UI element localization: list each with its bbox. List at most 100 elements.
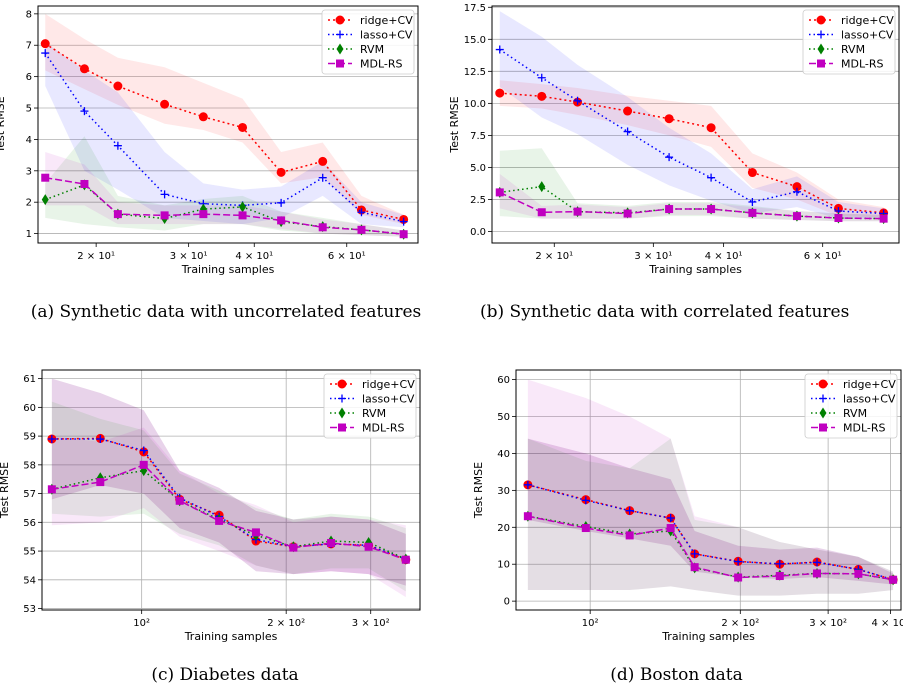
point-d-mdl-3 — [666, 524, 675, 533]
point-a-mdl-2 — [113, 210, 122, 219]
point-b-mdl-0 — [495, 188, 504, 197]
point-d-mdl-0 — [523, 512, 532, 521]
legend-marker-b-rvm — [817, 43, 825, 55]
xtick-label-a-0: 2 × 10¹ — [77, 251, 115, 262]
band-b-lasso — [499, 11, 884, 219]
legend-label-c-mdl: MDL-RS — [362, 422, 405, 435]
legend-marker-a-rvm — [336, 43, 344, 55]
point-b-lasso-1 — [537, 73, 546, 82]
ytick-label-a-5: 6 — [26, 72, 32, 83]
point-d-mdl-5 — [734, 573, 743, 582]
point-a-lasso-6 — [277, 198, 286, 207]
point-d-lasso-0 — [523, 480, 532, 489]
legend-label-a-rvm: RVM — [360, 43, 384, 56]
legend-marker-d-rvm — [819, 407, 827, 419]
ytick-label-c-6: 59 — [23, 432, 36, 443]
point-a-lasso-0 — [41, 49, 50, 58]
point-b-mdl-2 — [573, 207, 582, 216]
chart-panel-b: 0.0 2.5 5.0 7.5 10.0 12.5 15.0 17.5 2 × 10¹ 3 × 1… — [448, 0, 903, 340]
band-c-mdl — [51, 427, 406, 598]
point-a-lasso-9 — [399, 217, 408, 226]
point-b-ridge-3 — [623, 106, 633, 116]
line-c-mdl — [51, 463, 407, 561]
point-a-ridge-2 — [113, 81, 123, 91]
legend-label-d-lasso: lasso+CV — [843, 393, 896, 406]
caption-b: (b) Synthetic data with correlated featu… — [480, 302, 850, 322]
point-d-mdl-6 — [775, 572, 784, 581]
xtick-label-a-1: 3 × 10¹ — [170, 251, 208, 262]
point-b-ridge-0 — [495, 88, 505, 98]
ylabel-a: Test RMSE — [0, 96, 7, 153]
point-c-mdl-9 — [401, 555, 410, 564]
band-b-ridge — [499, 80, 884, 218]
legend-label-a-mdl: MDL-RS — [360, 58, 403, 71]
line-d-mdl — [527, 515, 894, 581]
point-b-lasso-6 — [748, 198, 757, 207]
legend-label-a-ridge: ridge+CV — [360, 14, 413, 27]
xtick-label-c-2: 3 × 10² — [352, 618, 390, 629]
ytick-label-c-7: 60 — [23, 403, 36, 414]
ytick-label-c-4: 57 — [23, 489, 36, 500]
chart-panel-c: 53 54 55 56 57 58 59 60 61 10² 2 × 10² 3 × 10² Train… — [0, 360, 450, 695]
point-b-lasso-7 — [792, 187, 801, 196]
legend-label-c-rvm: RVM — [362, 407, 386, 420]
ytick-label-c-3: 56 — [23, 518, 36, 529]
point-a-ridge-5 — [238, 122, 248, 132]
point-b-ridge-4 — [664, 114, 674, 124]
legend-label-d-mdl: MDL-RS — [843, 422, 886, 435]
point-b-lasso-3 — [623, 127, 632, 136]
xtick-label-b-3: 6 × 10¹ — [804, 251, 842, 262]
chart-b: 0.0 2.5 5.0 7.5 10.0 12.5 15.0 17.5 2 × 10¹ 3 × 1… — [448, 3, 900, 276]
caption-c: (c) Diabetes data — [151, 665, 299, 685]
band-d-ridge — [527, 438, 894, 585]
point-b-lasso-2 — [573, 96, 582, 105]
legend-marker-a-ridge — [335, 15, 345, 25]
axes-frame-b — [491, 5, 900, 244]
chart-d: 0 10 20 30 40 50 60 10² 2 × 10² 3 × 10² 4 × 10² Tra… — [472, 369, 903, 643]
line-b-ridge — [499, 92, 884, 214]
point-c-lasso-0 — [47, 434, 56, 443]
legend-marker-d-mdl — [819, 423, 827, 432]
caption-a: (a) Synthetic data with uncorrelated fea… — [30, 302, 422, 322]
point-b-ridge-1 — [537, 91, 547, 101]
point-b-mdl-8 — [834, 214, 843, 223]
band-c-lasso — [51, 378, 406, 586]
ytick-label-c-8: 61 — [23, 374, 36, 385]
ytick-label-b-6: 15.0 — [464, 35, 486, 46]
point-a-mdl-3 — [160, 211, 169, 220]
ytick-label-d-6: 60 — [497, 375, 510, 386]
point-d-lasso-1 — [581, 496, 590, 505]
band-c-ridge — [51, 378, 406, 586]
legend-marker-b-ridge — [816, 15, 826, 25]
chart-a: 1 2 3 4 5 6 7 8 2 × 10¹ 3 × 10¹ 4 × 10¹ 6 × 10¹ Trai… — [0, 5, 419, 276]
ytick-label-d-0: 0 — [504, 597, 510, 608]
point-a-ridge-1 — [79, 64, 89, 74]
point-c-lasso-2 — [139, 446, 148, 455]
point-b-ridge-5 — [706, 123, 716, 133]
ytick-label-d-3: 30 — [497, 486, 510, 497]
point-b-mdl-7 — [792, 212, 801, 221]
line-c-rvm — [51, 469, 407, 560]
point-c-mdl-2 — [139, 460, 148, 469]
legend-label-b-mdl: MDL-RS — [841, 58, 884, 71]
xlabel-c: Training samples — [184, 630, 278, 643]
point-b-mdl-3 — [623, 209, 632, 218]
ytick-label-b-7: 17.5 — [464, 3, 486, 14]
ytick-label-b-0: 0.0 — [470, 227, 486, 238]
axes-frame-c — [41, 369, 421, 611]
point-b-lasso-4 — [665, 153, 674, 162]
xtick-label-d-2: 3 × 10² — [809, 618, 847, 629]
point-a-ridge-7 — [318, 156, 328, 166]
xtick-label-c-1: 2 × 10² — [267, 618, 305, 629]
point-a-ridge-3 — [160, 99, 170, 109]
point-d-mdl-4 — [690, 563, 699, 572]
xtick-label-a-2: 4 × 10¹ — [235, 251, 273, 262]
point-a-ridge-0 — [40, 39, 50, 49]
point-d-mdl-7 — [813, 569, 822, 578]
point-b-mdl-1 — [537, 208, 546, 217]
point-c-mdl-7 — [327, 539, 336, 548]
ytick-label-a-4: 5 — [26, 104, 32, 115]
point-a-lasso-7 — [318, 173, 327, 182]
legend-marker-c-mdl — [338, 423, 346, 432]
band-b-mdl — [499, 173, 884, 222]
